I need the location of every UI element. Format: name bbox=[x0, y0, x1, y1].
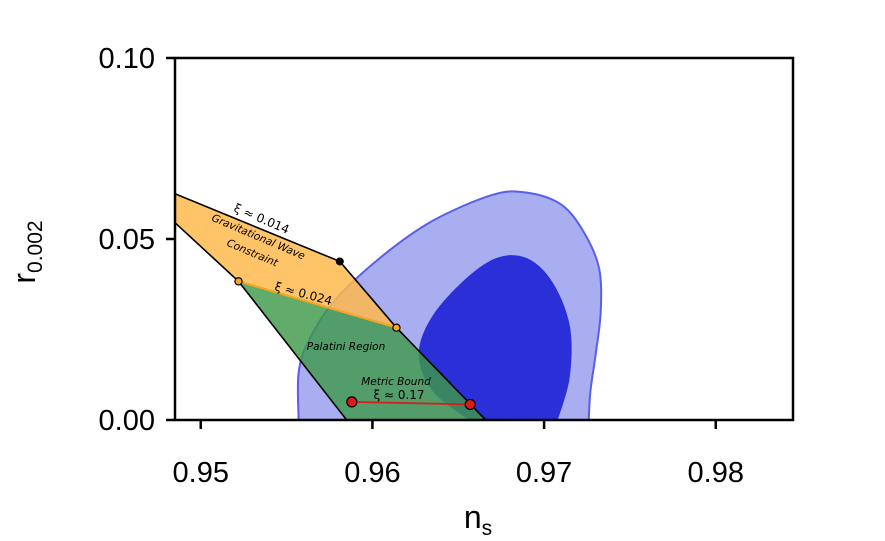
gw-lower-boundary-line bbox=[238, 280, 397, 329]
marker-red-4 bbox=[464, 398, 476, 411]
metric-bound-line bbox=[351, 401, 471, 406]
marker-red-3 bbox=[346, 396, 358, 408]
x-tick-label-0: 0.95 bbox=[173, 457, 229, 489]
annotation-palatini: Palatini Region bbox=[307, 341, 385, 353]
x-axis-ticks: 0.95 0.96 0.97 0.98 bbox=[173, 420, 744, 489]
plot-data-layer bbox=[175, 190, 603, 420]
markers bbox=[234, 257, 476, 411]
x-axis-label-main: n bbox=[464, 499, 482, 535]
y-tick-label-0: 0.00 bbox=[99, 405, 155, 437]
y-axis-label-main: r bbox=[6, 273, 42, 284]
y-axis-label-sub: 0.002 bbox=[24, 220, 47, 273]
y-tick-label-1: 0.05 bbox=[99, 224, 155, 256]
x-tick-label-3: 0.98 bbox=[688, 457, 744, 489]
x-axis-label: ns bbox=[464, 499, 492, 540]
y-tick-label-2: 0.10 bbox=[99, 43, 155, 75]
marker-orange-1 bbox=[234, 277, 243, 286]
annotation-xi-low: ξ ≈ 0.17 bbox=[373, 388, 424, 402]
contour-inner-68 bbox=[418, 255, 572, 420]
marker-orange-2 bbox=[392, 323, 401, 332]
y-axis-label: r0.002 bbox=[6, 220, 47, 283]
annotation-metric: Metric Bound bbox=[361, 376, 431, 388]
x-tick-label-1: 0.96 bbox=[344, 457, 400, 489]
x-tick-label-2: 0.97 bbox=[516, 457, 572, 489]
y-axis-ticks: 0.00 0.05 0.10 bbox=[99, 43, 175, 437]
marker-black-0 bbox=[335, 257, 344, 266]
x-axis-label-sub: s bbox=[482, 517, 493, 540]
